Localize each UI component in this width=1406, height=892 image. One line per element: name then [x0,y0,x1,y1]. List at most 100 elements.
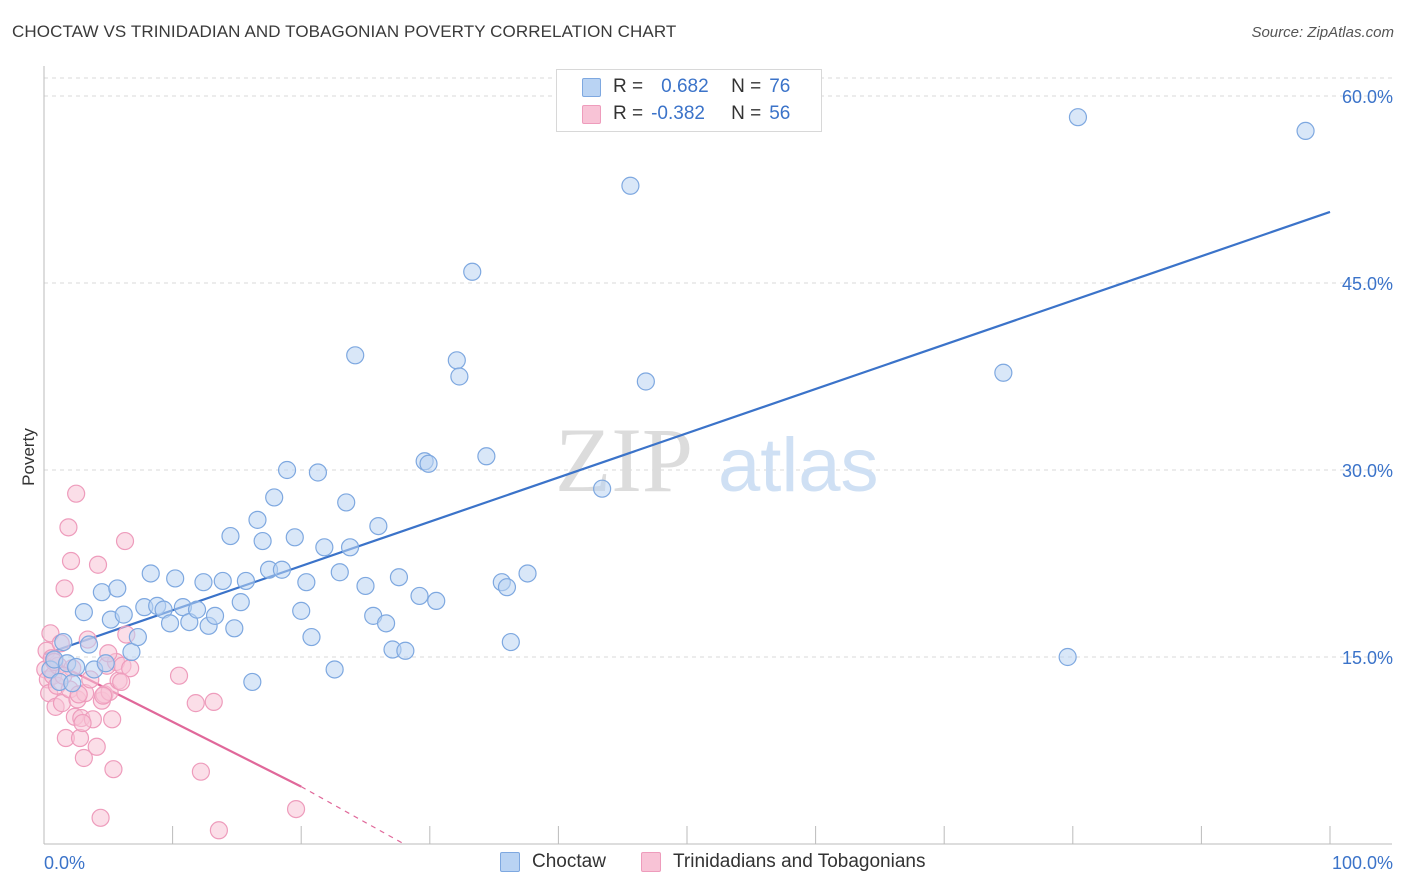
legend-row-trinidadian: R = -0.382 N = 56 [557,101,790,127]
bottom-legend-label-choctaw: Choctaw [532,851,606,872]
data-point-choctaw [187,600,207,619]
data-point-choctaw [243,672,262,692]
data-point-choctaw [221,526,240,546]
data-point-choctaw [236,571,256,591]
data-point-choctaw [277,460,297,480]
legend-row-choctaw: R = 0.682 N = 76 [557,74,790,100]
data-point-choctaw [501,632,520,652]
data-point-choctaw [994,363,1013,382]
series-trinidadian-points [36,484,306,840]
data-point-choctaw [205,606,225,625]
legend-swatch-choctaw [582,77,601,97]
chart-title: CHOCTAW VS TRINIDADIAN AND TOBAGONIAN PO… [12,22,677,41]
series-choctaw-points [41,108,1315,693]
y-axis-label: Poverty [19,428,38,486]
data-point-trinidadian [115,531,135,551]
trend-line-trinidadian-extrapolated [300,786,405,845]
data-point-choctaw [194,573,213,592]
data-point-choctaw [518,564,537,583]
data-point-choctaw [325,660,344,679]
data-point-choctaw [447,351,466,370]
data-point-choctaw [593,479,612,498]
data-point-trinidadian [91,808,110,827]
data-point-choctaw [265,488,284,507]
y-tick-label: 60.0% [1342,87,1393,107]
data-point-choctaw [141,564,160,583]
data-point-choctaw [396,641,415,660]
legend-n-value: 56 [769,103,791,124]
y-tick-label: 45.0% [1342,274,1393,294]
data-point-choctaw [337,493,356,512]
data-point-choctaw [297,573,316,592]
watermark-atlas: atlas [718,423,879,508]
data-point-trinidadian [209,821,228,840]
data-point-trinidadian [286,799,306,819]
watermark: ZIP atlas [555,409,879,511]
data-point-trinidadian [59,518,78,537]
data-point-trinidadian [103,710,122,729]
data-point-choctaw [114,605,133,624]
legend-n-label: N = [731,76,762,97]
bottom-legend-swatch-choctaw [500,852,520,872]
data-point-choctaw [340,538,360,557]
data-point-choctaw [1068,108,1088,127]
data-point-trinidadian [94,686,113,705]
bottom-legend-choctaw: Choctaw [500,851,606,873]
data-point-choctaw [231,593,250,612]
data-point-choctaw [621,176,640,195]
data-point-trinidadian [67,484,86,503]
legend-r-value: -0.382 [651,103,705,124]
data-point-trinidadian [61,551,81,571]
data-point-choctaw [285,528,304,547]
data-point-choctaw [166,569,185,588]
data-point-choctaw [315,538,334,557]
data-point-choctaw [253,531,272,551]
data-point-choctaw [225,619,244,638]
data-point-choctaw [330,563,349,582]
data-point-trinidadian [74,748,93,768]
data-point-choctaw [1296,121,1315,141]
bottom-legend-label-trinidadian: Trinidadians and Tobagonians [673,851,926,872]
trend-line-choctaw [43,210,1331,656]
data-point-trinidadian [55,579,74,598]
y-tick-label: 15.0% [1342,648,1393,668]
data-point-choctaw [213,571,232,591]
watermark-zip: ZIP [555,409,693,511]
data-point-choctaw [160,614,180,633]
data-point-trinidadian [87,737,106,756]
legend-r-value: 0.682 [661,76,709,97]
legend-r-label: R = [613,103,644,124]
bottom-legend-trinidadian: Trinidadians and Tobagonians [641,851,925,873]
data-point-choctaw [74,603,93,622]
data-point-choctaw [128,627,147,647]
data-point-choctaw [108,579,127,598]
trend-lines [43,210,1331,845]
data-point-choctaw [376,614,396,633]
data-point-choctaw [96,654,115,673]
data-point-choctaw [369,516,388,536]
data-point-trinidadian [70,728,90,748]
data-point-choctaw [636,372,655,391]
correlation-legend: R = 0.682 N = 76 R = -0.382 N = 56 [556,69,822,132]
y-tick-label: 30.0% [1342,461,1393,481]
data-point-trinidadian [73,713,92,733]
data-point-choctaw [477,447,496,466]
data-point-trinidadian [169,666,189,685]
data-point-trinidadian [112,672,131,692]
data-point-choctaw [92,583,111,602]
data-point-choctaw [497,578,517,597]
data-point-trinidadian [88,555,108,574]
data-point-trinidadian [104,760,123,779]
data-point-choctaw [122,642,141,662]
legend-n-value: 76 [769,76,791,97]
data-point-choctaw [79,635,99,654]
data-point-choctaw [346,346,365,365]
legend-r-label: R = [613,76,644,97]
x-tick-label-max: 100.0% [1332,853,1393,873]
tick-labels: 15.0% 30.0% 45.0% 60.0% 0.0% 100.0% [44,87,1393,873]
data-point-choctaw [272,560,292,579]
data-point-trinidadian [204,692,223,711]
data-point-trinidadian [191,762,210,781]
axes [43,66,1392,845]
